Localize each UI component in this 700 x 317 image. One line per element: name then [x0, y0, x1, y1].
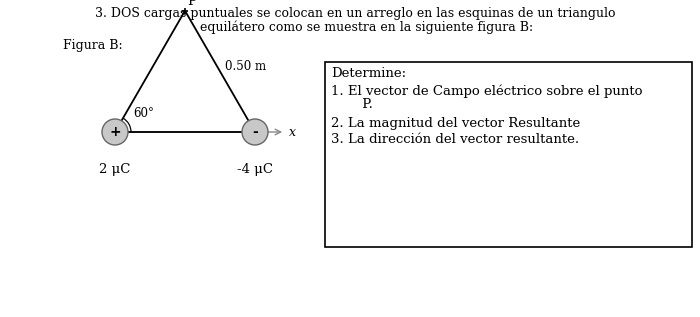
Text: P: P	[187, 0, 196, 8]
Text: Figura B:: Figura B:	[63, 39, 122, 52]
Circle shape	[242, 119, 268, 145]
Circle shape	[102, 119, 128, 145]
Bar	[325, 62, 692, 247]
Text: 3. La dirección del vector resultante.: 3. La dirección del vector resultante.	[331, 133, 579, 146]
Text: -: -	[252, 125, 258, 139]
Text: 1. El vector de Campo eléctrico sobre el punto: 1. El vector de Campo eléctrico sobre el…	[331, 84, 643, 98]
Text: x: x	[289, 126, 296, 139]
Text: 2. La magnitud del vector Resultante: 2. La magnitud del vector Resultante	[331, 117, 580, 130]
Text: Determine:: Determine:	[331, 67, 406, 80]
Text: +: +	[109, 125, 121, 139]
Text: -4 μC: -4 μC	[237, 163, 273, 176]
Text: 60°: 60°	[133, 107, 154, 120]
Text: 2 μC: 2 μC	[99, 163, 131, 176]
Text: equilátero como se muestra en la siguiente figura B:: equilátero como se muestra en la siguien…	[176, 20, 533, 34]
Text: 3. DOS cargas puntuales se colocan en un arreglo en las esquinas de un triangulo: 3. DOS cargas puntuales se colocan en un…	[94, 7, 615, 20]
Text: P.: P.	[341, 98, 373, 111]
Text: 0.50 m: 0.50 m	[225, 60, 266, 73]
